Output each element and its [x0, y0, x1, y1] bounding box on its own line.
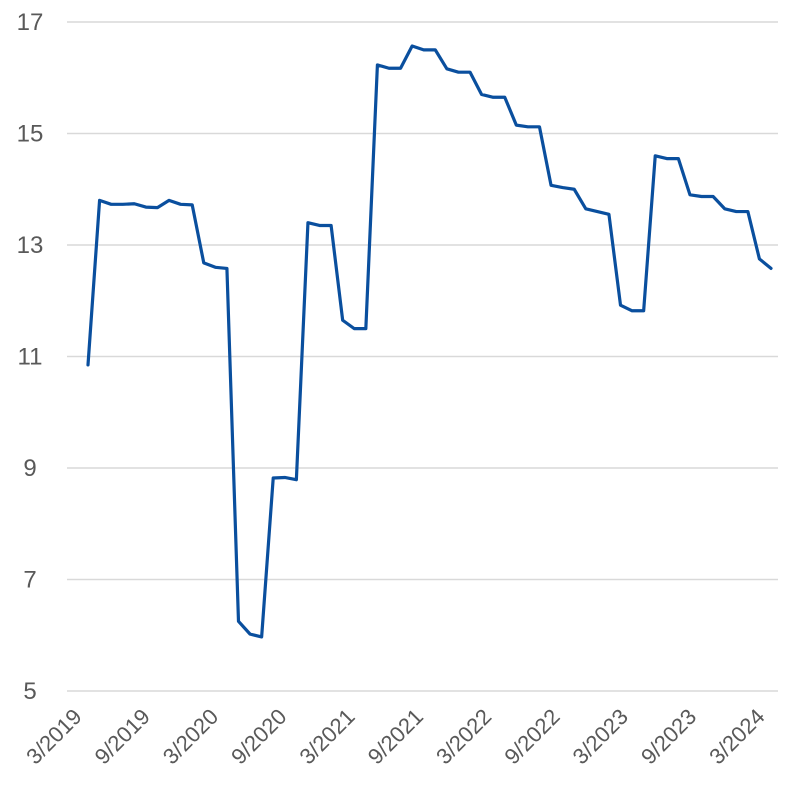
y-axis-tick-labels: 5 7 9 11 13 15 17 — [17, 9, 44, 705]
y-tick-label: 7 — [23, 567, 36, 594]
gridlines — [67, 21, 778, 692]
x-tick-label: 3/2019 — [21, 704, 86, 769]
x-tick-label: 3/2020 — [158, 704, 223, 769]
y-tick-label: 15 — [17, 121, 44, 148]
x-axis-tick-labels: 3/2019 9/2019 3/2020 9/2020 3/2021 9/2021 3/20… — [21, 704, 769, 769]
series-line — [86, 44, 773, 639]
x-tick-label: 3/2022 — [431, 704, 496, 769]
y-tick-label: 11 — [18, 344, 43, 371]
y-tick-label: 9 — [23, 455, 36, 482]
x-tick-label: 9/2021 — [363, 704, 428, 769]
y-tick-label: 13 — [17, 232, 44, 259]
x-tick-label: 3/2023 — [568, 704, 633, 769]
x-tick-label: 9/2020 — [226, 704, 291, 769]
y-tick-label: 5 — [23, 678, 36, 705]
y-tick-label: 17 — [17, 9, 44, 36]
x-tick-label: 3/2021 — [294, 704, 359, 769]
x-tick-label: 9/2022 — [499, 704, 564, 769]
x-tick-label: 9/2023 — [636, 704, 701, 769]
x-tick-label: 9/2019 — [90, 704, 155, 769]
x-tick-label: 3/2024 — [704, 704, 769, 769]
